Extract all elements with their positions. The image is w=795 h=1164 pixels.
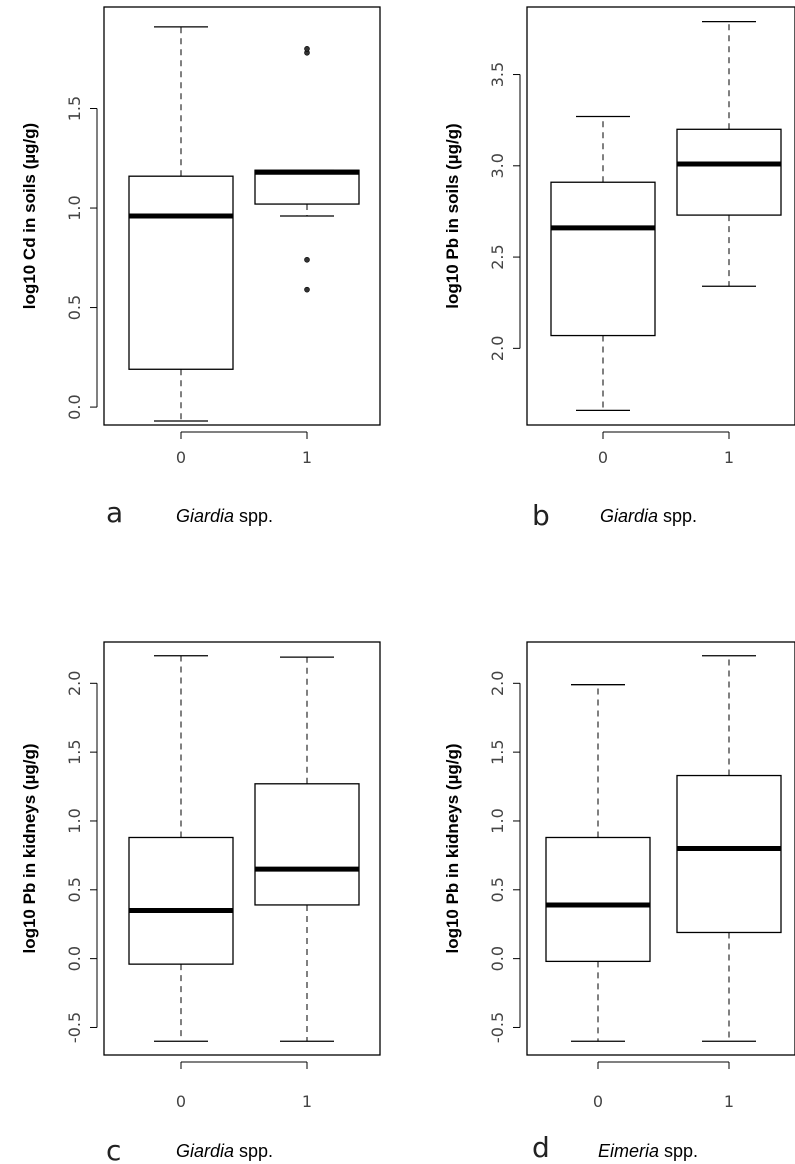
x-axis-label-genus: Giardia: [176, 506, 234, 526]
box-group-1: [676, 20, 782, 287]
y-axis-label: log10 Cd in soils (µg/g): [20, 123, 39, 309]
panel-letter: d: [532, 1131, 550, 1164]
x-axis-label-genus: Giardia: [600, 506, 658, 526]
iqr-box: [254, 783, 360, 906]
y-tick-label: -0.5: [488, 1012, 507, 1043]
iqr-box: [128, 175, 234, 370]
outlier-point: [304, 256, 310, 263]
box-group-0: [128, 26, 234, 422]
y-tick-label: 1.5: [65, 739, 84, 764]
y-tick-label: 2.0: [65, 671, 84, 696]
x-tick-label: 1: [302, 1092, 312, 1111]
x-axis-label-genus: Giardia: [176, 1141, 234, 1161]
iqr-box: [254, 169, 360, 205]
y-tick-label: 2.5: [488, 244, 507, 269]
box-group-1: [254, 45, 360, 293]
iqr-box: [545, 836, 651, 963]
x-axis-label: Giardia spp.: [176, 1141, 273, 1161]
box-group-1: [676, 655, 782, 1042]
y-tick-label: 0.0: [488, 946, 507, 971]
y-tick-label: 0.0: [65, 946, 84, 971]
panel-letter: c: [106, 1134, 121, 1164]
plot-frame: [103, 641, 381, 1056]
y-tick-label: 3.0: [488, 153, 507, 178]
y-tick-label: 1.0: [65, 808, 84, 833]
x-tick-label: 0: [593, 1092, 603, 1111]
x-axis-label: Giardia spp.: [600, 506, 697, 526]
plot-frame: [526, 6, 795, 426]
iqr-box: [550, 181, 656, 337]
panel-c: -0.5 0.0 0.5 1.0 1.5 2.0 0 1 log10 Pb in kidneys…: [20, 641, 381, 1164]
x-axis-label-suffix: spp.: [658, 506, 697, 526]
y-axis-label: log10 Pb in kidneys (µg/g): [20, 743, 39, 953]
y-axis-label: log10 Pb in soils (µg/g): [443, 123, 462, 308]
panel-letter: b: [532, 499, 550, 532]
x-tick-label: 0: [176, 448, 186, 467]
y-tick-label: -0.5: [65, 1012, 84, 1043]
x-axis-label-genus: Eimeria: [598, 1141, 659, 1161]
y-tick-label: 1.5: [488, 739, 507, 764]
box-group-0: [545, 684, 651, 1042]
outlier-point: [304, 45, 310, 52]
y-tick-label: 2.0: [488, 336, 507, 361]
box-group-0: [128, 655, 234, 1042]
y-tick-label: 2.0: [488, 671, 507, 696]
x-tick-label: 0: [176, 1092, 186, 1111]
iqr-box: [676, 774, 782, 934]
y-tick-label: 0.0: [65, 394, 84, 419]
box-group-0: [550, 115, 656, 412]
x-axis-label-suffix: spp.: [234, 506, 273, 526]
x-axis-label: Giardia spp.: [176, 506, 273, 526]
x-tick-label: 1: [724, 448, 734, 467]
y-axis-label: log10 Pb in kidneys (µg/g): [443, 743, 462, 953]
x-axis-label-suffix: spp.: [234, 1141, 273, 1161]
y-tick-label: 1.5: [65, 96, 84, 121]
panel-a: 0.0 0.5 1.0 1.5 0 1 log10 Cd in soils (µg/g) a G…: [20, 6, 381, 529]
iqr-box: [676, 128, 782, 216]
x-axis-label: Eimeria spp.: [598, 1141, 698, 1161]
x-tick-label: 1: [302, 448, 312, 467]
y-tick-label: 0.5: [488, 877, 507, 902]
outlier-point: [304, 286, 310, 293]
y-tick-label: 0.5: [65, 295, 84, 320]
x-tick-label: 0: [598, 448, 608, 467]
plot-frame: [526, 641, 795, 1056]
box-group-1: [254, 656, 360, 1042]
panel-letter: a: [106, 496, 123, 529]
y-tick-label: 3.5: [488, 62, 507, 87]
panel-d: -0.5 0.0 0.5 1.0 1.5 2.0 0 1 log10 Pb in kidneys…: [443, 641, 795, 1164]
x-tick-label: 1: [724, 1092, 734, 1111]
plot-frame: [103, 6, 381, 426]
y-tick-label: 1.0: [488, 808, 507, 833]
iqr-box: [128, 836, 234, 965]
y-tick-label: 0.5: [65, 877, 84, 902]
panel-b: 2.0 2.5 3.0 3.5 0 1 log10 Pb in soils (µg/g) b G…: [443, 6, 795, 532]
x-axis-label-suffix: spp.: [659, 1141, 698, 1161]
y-tick-label: 1.0: [65, 195, 84, 220]
